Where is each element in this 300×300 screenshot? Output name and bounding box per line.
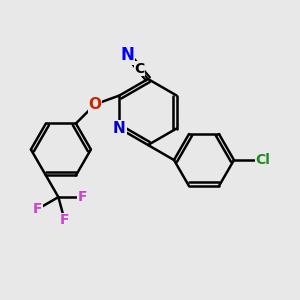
Text: O: O (88, 97, 101, 112)
Text: F: F (78, 190, 87, 204)
Text: Cl: Cl (256, 153, 270, 167)
Text: F: F (33, 202, 42, 216)
Text: C: C (134, 62, 144, 76)
Text: N: N (121, 46, 135, 64)
Text: N: N (113, 121, 126, 136)
Text: F: F (60, 213, 69, 227)
